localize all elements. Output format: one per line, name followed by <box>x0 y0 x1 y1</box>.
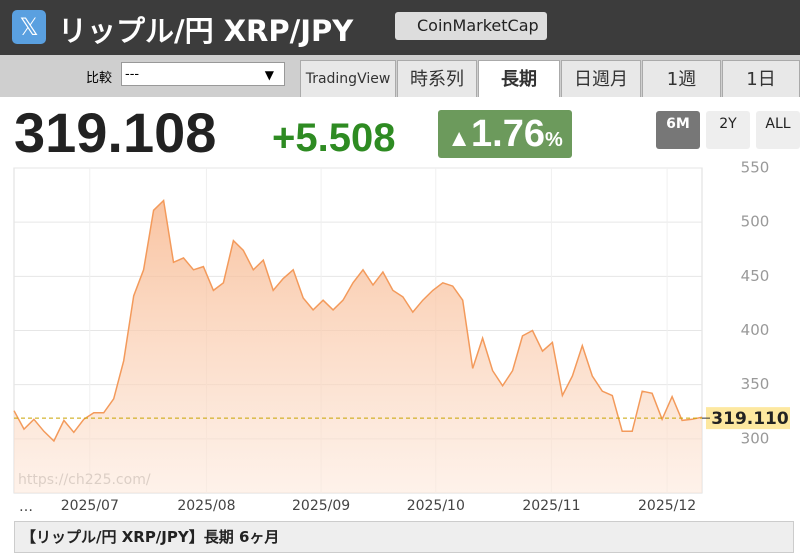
x-tick-label: 2025/07 <box>61 498 119 514</box>
tab[interactable]: 1日 <box>722 60 800 97</box>
range-button[interactable]: 2Y <box>706 111 750 149</box>
compare-label: 比較 <box>86 71 113 86</box>
percent-sign: % <box>544 129 563 151</box>
price-line <box>13 198 703 443</box>
range-button[interactable]: 6M <box>656 111 700 149</box>
tab[interactable]: 日週月 <box>561 60 641 97</box>
tab[interactable]: TradingView <box>300 60 396 97</box>
header: 𝕏 リップル/円 XRP/JPY CoinMarketCap <box>0 0 800 55</box>
reference-label: 319.110 <box>711 409 789 429</box>
y-tick-label: 350 <box>741 375 770 393</box>
price-change: +5.508 <box>272 116 396 160</box>
tab[interactable]: 時系列 <box>397 60 477 97</box>
chart: 300 350 400 450 500 550 2025/07 2025/08 2025/09 2… <box>13 160 790 515</box>
range-button[interactable]: ALL <box>756 111 800 149</box>
y-tick-label: 500 <box>741 213 770 231</box>
change-percent-value: 1.76 <box>471 113 545 155</box>
x-tick-label: 2025/09 <box>292 498 350 514</box>
x-tick-label: 2025/11 <box>522 498 580 514</box>
change-percent: ▲1.76% <box>438 110 572 158</box>
reference-label-box <box>706 407 790 430</box>
x-tick-label: 2025/10 <box>407 498 465 514</box>
price: 319.108 <box>14 101 217 164</box>
y-tick-label: 300 <box>741 429 770 447</box>
area <box>14 200 702 493</box>
tab[interactable]: 1週 <box>642 60 721 97</box>
x-share-icon[interactable]: 𝕏 <box>12 10 46 44</box>
tab[interactable]: 長期 <box>478 60 560 97</box>
x-tick-label: 2025/12 <box>638 498 696 514</box>
footer-caption: 【リップル/円 XRP/JPY】長期 6ヶ月 <box>14 521 794 553</box>
x-tick-label: 2025/08 <box>177 498 235 514</box>
source-button[interactable]: CoinMarketCap <box>395 12 547 40</box>
y-tick-label: 400 <box>741 321 770 339</box>
x-start-label: … <box>19 499 33 515</box>
y-tick-label: 450 <box>741 267 770 285</box>
compare-select[interactable]: --- <box>121 62 285 87</box>
y-tick-label: 550 <box>741 160 770 177</box>
page-title: リップル/円 XRP/JPY <box>58 14 354 48</box>
